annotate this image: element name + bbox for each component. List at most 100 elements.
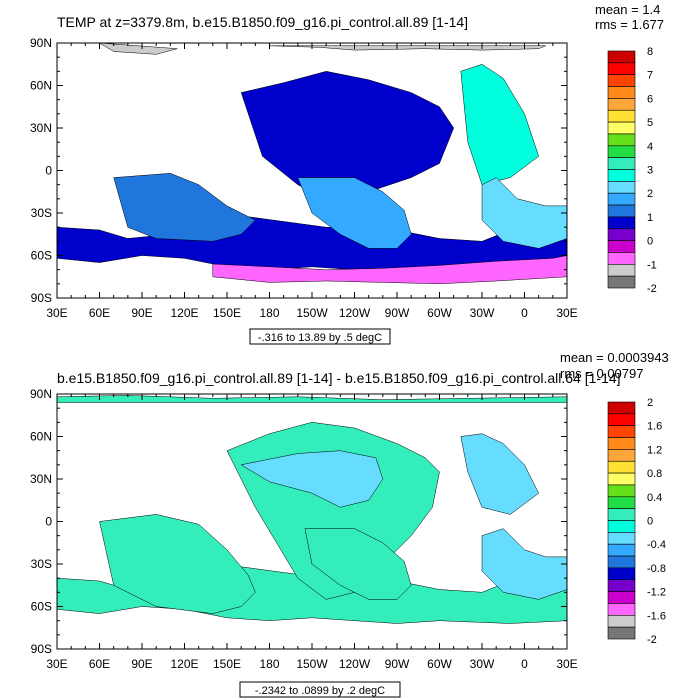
- colorbar-swatch: [607, 157, 636, 170]
- field-region: [99, 514, 256, 614]
- colorbar-swatch: [607, 263, 636, 277]
- field-region: [99, 42, 178, 55]
- colorbar-label: -2: [647, 634, 657, 646]
- colorbar-swatch: [607, 555, 636, 569]
- colorbar-swatch: [607, 145, 636, 158]
- colorbar-swatch: [607, 109, 636, 123]
- colorbar-label: 4: [647, 141, 653, 153]
- colorbar-swatch: [607, 216, 636, 230]
- contour-info: -.316 to 13.89 by .5 degC: [258, 332, 382, 344]
- colorbar-swatch: [607, 496, 636, 509]
- colorbar-label: -2: [647, 283, 657, 295]
- colorbar-label: 2: [647, 188, 653, 200]
- colorbar-label: -1.6: [647, 610, 666, 622]
- y-tick-label: 60N: [30, 79, 52, 93]
- x-tick-label: 90E: [131, 306, 152, 320]
- colorbar-swatch: [607, 579, 636, 592]
- colorbar-label: 1.6: [647, 421, 662, 433]
- colorbar-swatch: [607, 86, 636, 99]
- y-tick-label: 60S: [31, 600, 52, 614]
- x-tick-label: 150W: [296, 657, 328, 671]
- x-tick-label: 30E: [46, 306, 67, 320]
- colorbar-swatch: [607, 275, 636, 289]
- colorbar-label: -1.2: [647, 587, 666, 599]
- x-tick-label: 150W: [296, 306, 328, 320]
- panel-difference: b.e15.B1850.f09_g16.pi_control.all.89 [1…: [30, 350, 669, 698]
- field-region: [304, 528, 412, 600]
- colorbar-label: 5: [647, 117, 653, 129]
- x-tick-label: 90E: [131, 657, 152, 671]
- x-tick-label: 0: [521, 306, 528, 320]
- rms-stat: rms = 1.677: [595, 17, 664, 32]
- colorbar-label: 0: [647, 236, 653, 248]
- field-region: [297, 177, 412, 249]
- colorbar-swatch: [607, 62, 636, 75]
- x-tick-label: 180: [259, 657, 279, 671]
- colorbar-swatch: [607, 252, 636, 265]
- y-tick-label: 0: [45, 515, 52, 529]
- colorbar-swatch: [607, 181, 636, 194]
- panel-title: TEMP at z=3379.8m, b.e15.B1850.f09_g16.p…: [57, 14, 468, 30]
- x-tick-label: 120W: [339, 306, 371, 320]
- x-tick-label: 30E: [46, 657, 67, 671]
- x-tick-label: 30W: [470, 306, 495, 320]
- colorbar-swatch: [607, 425, 636, 438]
- x-tick-label: 150E: [213, 657, 241, 671]
- y-tick-label: 30N: [30, 472, 52, 486]
- colorbar-swatch: [607, 121, 636, 135]
- x-tick-label: 60E: [89, 306, 110, 320]
- colorbar-label: 7: [647, 70, 653, 82]
- colorbar-swatch: [607, 169, 636, 182]
- colorbar-swatch: [607, 567, 636, 581]
- map-plot: 30E 60E 90E 120E 150E 180 150W 120W 90W 60W 30W 0 30…: [30, 36, 578, 320]
- colorbar-swatch: [607, 204, 636, 218]
- colorbar-swatch: [607, 98, 636, 111]
- x-tick-label: 120W: [339, 657, 371, 671]
- colorbar-swatch: [607, 133, 636, 147]
- colorbar-swatch: [607, 228, 636, 241]
- x-tick-label: 0: [521, 657, 528, 671]
- field-region: [460, 64, 539, 185]
- x-tick-label: 120E: [170, 657, 198, 671]
- colorbar: 8 7 6 5 4 3 2 1 0 -1 -2: [607, 46, 657, 295]
- colorbar-label: 8: [647, 46, 653, 58]
- colorbar-swatch: [607, 626, 636, 640]
- colorbar-label: 0.8: [647, 468, 662, 480]
- colorbar-swatch: [607, 532, 636, 545]
- rms-stat: rms = 0.00797: [560, 366, 643, 381]
- x-tick-label: 30E: [556, 306, 577, 320]
- colorbar: 2 1.6 1.2 0.8 0.4 0 -0.4 -0.8 -1.2 -1.6 -2: [607, 397, 666, 646]
- y-tick-label: 30N: [30, 121, 52, 135]
- colorbar-label: 0.4: [647, 492, 662, 504]
- field-region: [269, 45, 546, 51]
- x-tick-label: 150E: [213, 306, 241, 320]
- colorbar-swatch: [607, 484, 636, 498]
- contour-info: -.2342 to .0899 by .2 degC: [255, 685, 385, 697]
- colorbar-label: -0.8: [647, 563, 666, 575]
- colorbar-swatch: [607, 401, 636, 415]
- x-tick-label: 60E: [89, 657, 110, 671]
- y-tick-label: 60N: [30, 430, 52, 444]
- x-tick-label: 30E: [556, 657, 577, 671]
- colorbar-label: 6: [647, 93, 653, 105]
- colorbar-swatch: [607, 603, 636, 616]
- colorbar-label: 2: [647, 397, 653, 409]
- field-region: [113, 173, 256, 242]
- colorbar-swatch: [607, 192, 636, 206]
- field-region: [460, 433, 540, 515]
- colorbar-swatch: [607, 508, 636, 521]
- colorbar-swatch: [607, 437, 636, 450]
- contour-info-box: [239, 681, 401, 698]
- colorbar-swatch: [607, 614, 636, 628]
- colorbar-label: -1: [647, 259, 657, 271]
- colorbar-label: -0.4: [647, 539, 666, 551]
- panel-title: b.e15.B1850.f09_g16.pi_control.all.89 [1…: [57, 370, 621, 386]
- colorbar-swatch: [607, 413, 636, 427]
- y-tick-label: 60S: [31, 249, 52, 263]
- x-tick-label: 180: [259, 306, 279, 320]
- colorbar-label: 1: [647, 212, 653, 224]
- y-tick-label: 90N: [30, 387, 52, 401]
- field-region: [240, 450, 384, 508]
- x-tick-label: 90W: [385, 657, 410, 671]
